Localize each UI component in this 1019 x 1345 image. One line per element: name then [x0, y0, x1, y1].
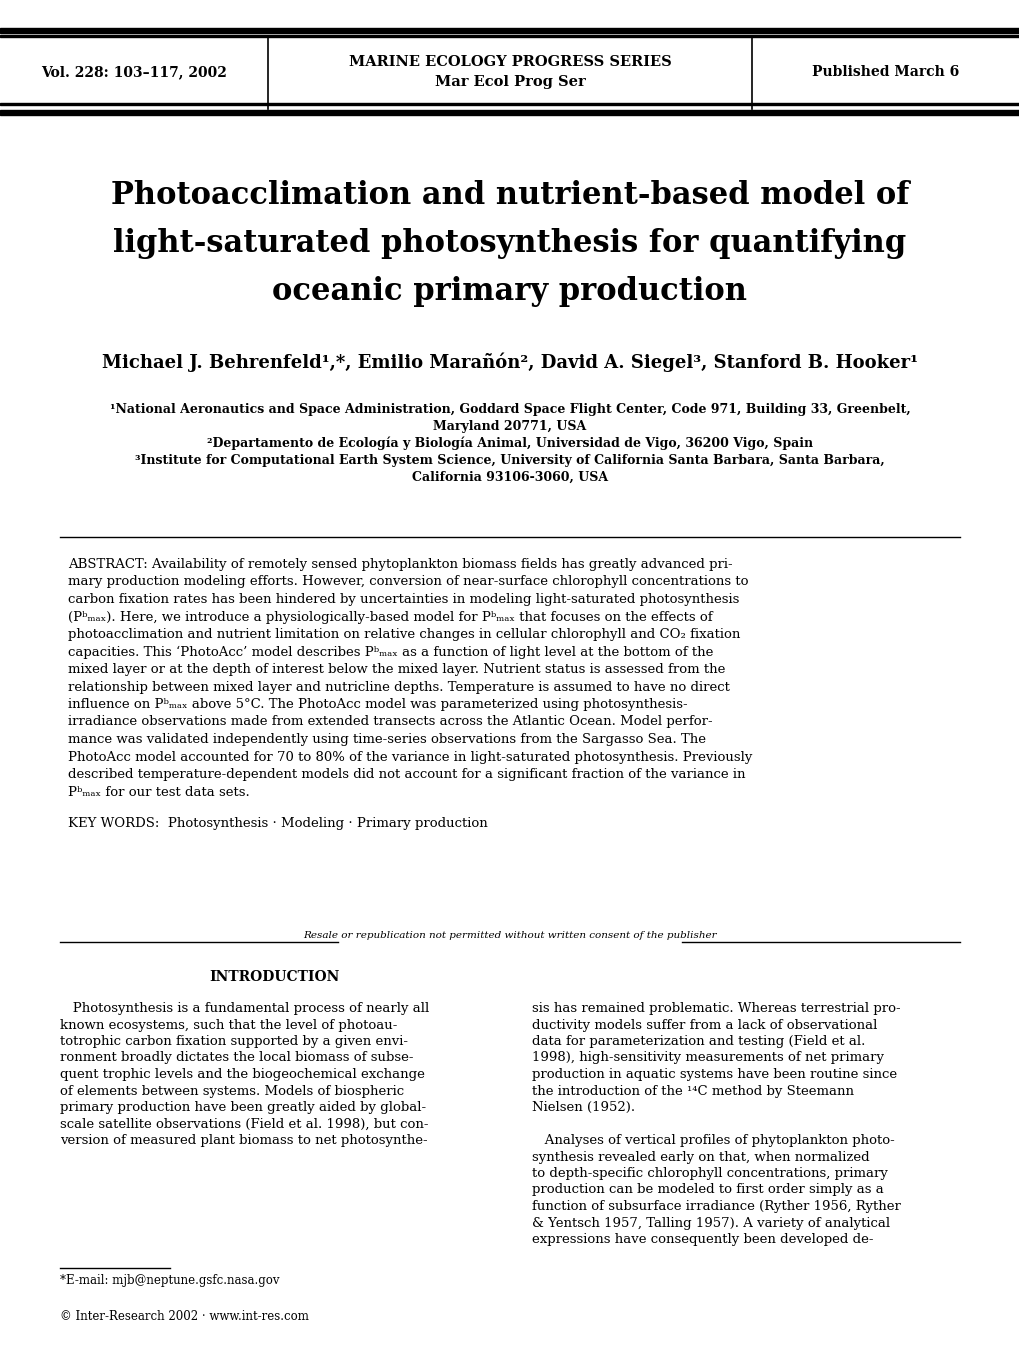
Text: function of subsurface irradiance (Ryther 1956, Ryther: function of subsurface irradiance (Rythe… — [532, 1200, 900, 1213]
Text: of elements between systems. Models of biospheric: of elements between systems. Models of b… — [60, 1084, 404, 1098]
Text: mixed layer or at the depth of interest below the mixed layer. Nutrient status i: mixed layer or at the depth of interest … — [68, 663, 725, 677]
Text: light-saturated photosynthesis for quantifying: light-saturated photosynthesis for quant… — [113, 229, 906, 260]
Text: & Yentsch 1957, Talling 1957). A variety of analytical: & Yentsch 1957, Talling 1957). A variety… — [532, 1216, 890, 1229]
Text: Vol. 228: 103–117, 2002: Vol. 228: 103–117, 2002 — [41, 65, 226, 79]
Text: totrophic carbon fixation supported by a given envi-: totrophic carbon fixation supported by a… — [60, 1036, 408, 1048]
Bar — [0, 110, 1019, 116]
Text: known ecosystems, such that the level of photoau-: known ecosystems, such that the level of… — [60, 1018, 397, 1032]
Text: Resale or republication not permitted without written consent of the publisher: Resale or republication not permitted wi… — [303, 931, 716, 940]
Text: mance was validated independently using time-series observations from the Sargas: mance was validated independently using … — [68, 733, 705, 746]
Text: primary production have been greatly aided by global-: primary production have been greatly aid… — [60, 1102, 426, 1114]
Text: influence on Pᵇₘₐₓ above 5°C. The PhotoAcc model was parameterized using photosy: influence on Pᵇₘₐₓ above 5°C. The PhotoA… — [68, 698, 687, 712]
Text: production in aquatic systems have been routine since: production in aquatic systems have been … — [532, 1068, 897, 1081]
Text: sis has remained problematic. Whereas terrestrial pro-: sis has remained problematic. Whereas te… — [532, 1002, 900, 1015]
Text: Nielsen (1952).: Nielsen (1952). — [532, 1102, 635, 1114]
Text: quent trophic levels and the biogeochemical exchange: quent trophic levels and the biogeochemi… — [60, 1068, 425, 1081]
Text: scale satellite observations (Field et al. 1998), but con-: scale satellite observations (Field et a… — [60, 1118, 428, 1131]
Text: Photoacclimation and nutrient-based model of: Photoacclimation and nutrient-based mode… — [111, 180, 908, 211]
Text: the introduction of the ¹⁴C method by Steemann: the introduction of the ¹⁴C method by St… — [532, 1084, 853, 1098]
Text: © Inter-Research 2002 · www.int-res.com: © Inter-Research 2002 · www.int-res.com — [60, 1310, 309, 1323]
Text: PhotoAcc model accounted for 70 to 80% of the variance in light-saturated photos: PhotoAcc model accounted for 70 to 80% o… — [68, 751, 752, 764]
Text: ²Departamento de Ecología y Biología Animal, Universidad de Vigo, 36200 Vigo, Sp: ²Departamento de Ecología y Biología Ani… — [207, 437, 812, 451]
Text: production can be modeled to first order simply as a: production can be modeled to first order… — [532, 1184, 882, 1197]
Text: synthesis revealed early on that, when normalized: synthesis revealed early on that, when n… — [532, 1150, 869, 1163]
Text: INTRODUCTION: INTRODUCTION — [209, 970, 339, 985]
Text: Pᵇₘₐₓ for our test data sets.: Pᵇₘₐₓ for our test data sets. — [68, 785, 250, 799]
Text: KEY WORDS:  Photosynthesis · Modeling · Primary production: KEY WORDS: Photosynthesis · Modeling · P… — [68, 816, 487, 830]
Text: Photosynthesis is a fundamental process of nearly all: Photosynthesis is a fundamental process … — [60, 1002, 429, 1015]
Text: ³Institute for Computational Earth System Science, University of California Sant: ³Institute for Computational Earth Syste… — [135, 455, 884, 467]
Text: MARINE ECOLOGY PROGRESS SERIES: MARINE ECOLOGY PROGRESS SERIES — [348, 55, 671, 69]
Text: Maryland 20771, USA: Maryland 20771, USA — [433, 420, 586, 433]
Bar — [0, 104, 1019, 105]
Text: ¹National Aeronautics and Space Administration, Goddard Space Flight Center, Cod: ¹National Aeronautics and Space Administ… — [109, 404, 910, 416]
Text: ronment broadly dictates the local biomass of subse-: ronment broadly dictates the local bioma… — [60, 1052, 413, 1064]
Text: capacities. This ‘PhotoAcc’ model describes Pᵇₘₐₓ as a function of light level a: capacities. This ‘PhotoAcc’ model descri… — [68, 646, 712, 659]
Text: ABSTRACT: Availability of remotely sensed phytoplankton biomass fields has great: ABSTRACT: Availability of remotely sense… — [68, 558, 732, 572]
Text: photoacclimation and nutrient limitation on relative changes in cellular chlorop: photoacclimation and nutrient limitation… — [68, 628, 740, 642]
Text: Analyses of vertical profiles of phytoplankton photo-: Analyses of vertical profiles of phytopl… — [532, 1134, 894, 1147]
Text: to depth-specific chlorophyll concentrations, primary: to depth-specific chlorophyll concentrat… — [532, 1167, 887, 1180]
Text: data for parameterization and testing (Field et al.: data for parameterization and testing (F… — [532, 1036, 864, 1048]
Bar — [0, 35, 1019, 36]
Text: ductivity models suffer from a lack of observational: ductivity models suffer from a lack of o… — [532, 1018, 876, 1032]
Text: irradiance observations made from extended transects across the Atlantic Ocean. : irradiance observations made from extend… — [68, 716, 712, 729]
Text: oceanic primary production: oceanic primary production — [272, 276, 747, 307]
Text: carbon fixation rates has been hindered by uncertainties in modeling light-satur: carbon fixation rates has been hindered … — [68, 593, 739, 607]
Text: (Pᵇₘₐₓ). Here, we introduce a physiologically-based model for Pᵇₘₐₓ that focuses: (Pᵇₘₐₓ). Here, we introduce a physiologi… — [68, 611, 712, 624]
Text: Mar Ecol Prog Ser: Mar Ecol Prog Ser — [434, 75, 585, 89]
Text: relationship between mixed layer and nutricline depths. Temperature is assumed t: relationship between mixed layer and nut… — [68, 681, 730, 694]
Text: California 93106-3060, USA: California 93106-3060, USA — [412, 471, 607, 484]
Bar — [0, 28, 1019, 34]
Text: Published March 6: Published March 6 — [811, 65, 959, 79]
Text: mary production modeling efforts. However, conversion of near-surface chlorophyl: mary production modeling efforts. Howeve… — [68, 576, 748, 589]
Text: described temperature-dependent models did not account for a significant fractio: described temperature-dependent models d… — [68, 768, 745, 781]
Text: Michael J. Behrenfeld¹,*, Emilio Marañón², David A. Siegel³, Stanford B. Hooker¹: Michael J. Behrenfeld¹,*, Emilio Marañón… — [102, 352, 917, 371]
Text: *E-mail: mjb@neptune.gsfc.nasa.gov: *E-mail: mjb@neptune.gsfc.nasa.gov — [60, 1274, 279, 1287]
Text: expressions have consequently been developed de-: expressions have consequently been devel… — [532, 1233, 872, 1245]
Text: 1998), high-sensitivity measurements of net primary: 1998), high-sensitivity measurements of … — [532, 1052, 883, 1064]
Text: version of measured plant biomass to net photosynthe-: version of measured plant biomass to net… — [60, 1134, 427, 1147]
